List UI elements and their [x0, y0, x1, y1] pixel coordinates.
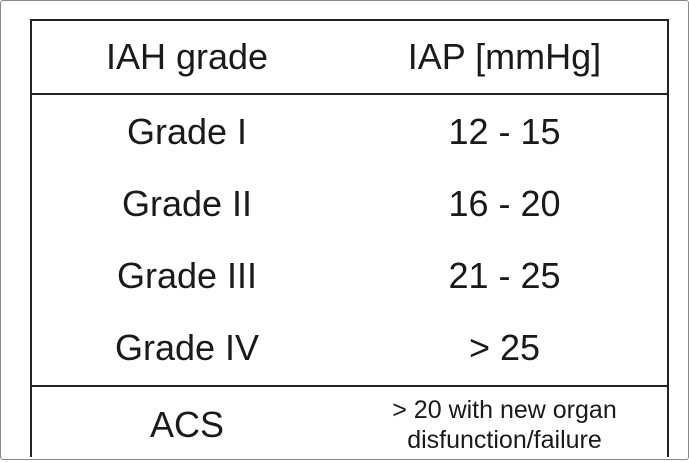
body-cell: 16 - 20	[448, 183, 561, 224]
body-row: Grade III 21 - 25	[32, 240, 667, 312]
footer-cell: > 20 with new organ disfunction/failure	[392, 395, 617, 454]
body-cell: > 25	[468, 327, 541, 368]
table: IAH grade IAP [mmHg] Grade I 12 - 15 Grade…	[30, 19, 669, 457]
footer-row: ACS > 20 with new organ disfunction/fail…	[32, 385, 667, 462]
body-cell: 21 - 25	[448, 255, 561, 296]
body-row: Grade I 12 - 15	[32, 96, 667, 168]
body-cell: 12 - 15	[448, 111, 561, 152]
body-cell: Grade IV	[114, 327, 260, 368]
header-cell: IAH grade	[105, 36, 269, 77]
body-cell: Grade III	[116, 255, 258, 296]
body-cell: Grade I	[126, 111, 248, 152]
body-row: Grade II 16 - 20	[32, 168, 667, 240]
body-cell: Grade II	[121, 183, 253, 224]
header-cell: IAP [mmHg]	[407, 36, 602, 77]
body: Grade I 12 - 15 Grade II 16 - 20 Grade III 21…	[32, 95, 667, 385]
body-row: Grade IV > 25	[32, 312, 667, 384]
footer-cell: ACS	[149, 403, 225, 445]
header-row: IAH grade IAP [mmHg]	[32, 21, 667, 95]
